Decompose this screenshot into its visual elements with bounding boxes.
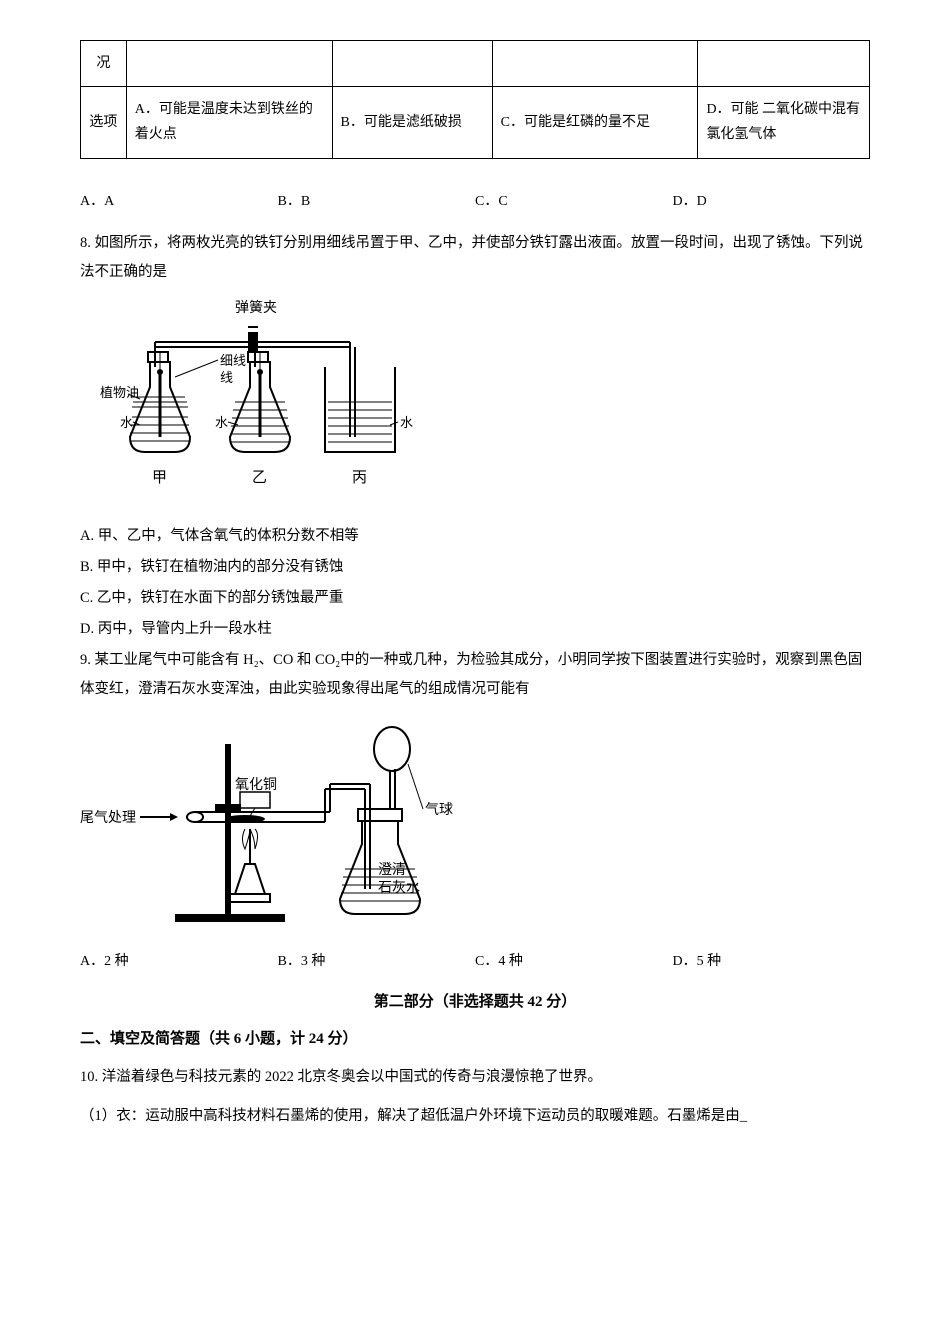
question-10-part1: （1）衣：运动服中高科技材料石墨烯的使用，解决了超低温户外环境下运动员的取暖难题… (80, 1102, 870, 1131)
bing-label: 丙 (352, 470, 367, 486)
cell (332, 41, 492, 87)
question-10-text: 10. 洋溢着绿色与科技元素的 2022 北京冬奥会以中国式的传奇与浪漫惊艳了世… (80, 1063, 870, 1092)
table-row: 选项 A．可能是温度未达到铁丝的着火点 B．可能是滤纸破损 C．可能是红磷的量不… (81, 87, 870, 158)
cell (698, 41, 870, 87)
cell: A．可能是温度未达到铁丝的着火点 (126, 87, 332, 158)
q8-option-c: C. 乙中，铁钉在水面下的部分锈蚀最严重 (80, 584, 870, 613)
tail-gas-label: 尾气处理 (80, 810, 136, 826)
q8-option-b: B. 甲中，铁钉在植物油内的部分没有锈蚀 (80, 553, 870, 582)
cell (492, 41, 698, 87)
plant-oil-label: 植物油 (100, 385, 139, 400)
experiment-diagram: 尾气处理 氧化铜 (80, 714, 870, 944)
q8-option-a: A. 甲、乙中，气体含氧气的体积分数不相等 (80, 522, 870, 551)
cuo-label: 氧化铜 (235, 777, 277, 793)
q9-options-row: A．2 种 B．3 种 C．4 种 D．5 种 (80, 949, 870, 974)
q9-option-b: B．3 种 (278, 949, 476, 974)
row-label: 选项 (81, 87, 127, 158)
yi-label: 乙 (252, 470, 267, 486)
cell (126, 41, 332, 87)
answer-options-row: A．A B．B C．C D．D (80, 189, 870, 214)
balloon-icon (374, 727, 410, 774)
svg-text:线: 线 (220, 370, 233, 385)
limewater-label-2: 石灰水 (378, 880, 420, 896)
balloon-label: 气球 (425, 802, 453, 818)
limewater-label-1: 澄清 (378, 862, 406, 878)
cell: D．可能 二氧化碳中混有氯化氢气体 (698, 87, 870, 158)
subsection-2-header: 二、填空及简答题（共 6 小题，计 24 分） (80, 1026, 870, 1053)
option-b: B．B (278, 189, 476, 214)
options-table: 况 选项 A．可能是温度未达到铁丝的着火点 B．可能是滤纸破损 C．可能是红磷的… (80, 40, 870, 159)
row-label: 况 (81, 41, 127, 87)
question-9-text: 9. 某工业尾气中可能含有 H₂、CO 和 CO₂中的一种或几种，为检验其成分，… (80, 646, 870, 704)
water-label-3: 水 (400, 415, 413, 430)
q9-option-a: A．2 种 (80, 949, 278, 974)
flask-diagram: 弹簧夹 细线 线 (100, 297, 870, 507)
water-label-1: 水 (120, 415, 133, 430)
option-c: C．C (475, 189, 673, 214)
burner-icon (230, 829, 270, 902)
thin-line-label: 细线 (220, 353, 246, 368)
section-2-header: 第二部分（非选择题共 42 分） (80, 989, 870, 1016)
q8-option-d: D. 丙中，导管内上升一段水柱 (80, 615, 870, 644)
question-8-text: 8. 如图所示，将两枚光亮的铁钉分别用细线吊置于甲、乙中，并使部分铁钉露出液面。… (80, 229, 870, 287)
option-a: A．A (80, 189, 278, 214)
spring-clip-label: 弹簧夹 (235, 300, 277, 316)
water-label-2: 水 (215, 415, 228, 430)
cell: B．可能是滤纸破损 (332, 87, 492, 158)
q9-option-c: C．4 种 (475, 949, 673, 974)
table-row: 况 (81, 41, 870, 87)
beaker-bing-icon (325, 342, 395, 452)
jia-label: 甲 (152, 470, 167, 486)
cell: C．可能是红磷的量不足 (492, 87, 698, 158)
q9-option-d: D．5 种 (673, 949, 871, 974)
option-d: D．D (673, 189, 871, 214)
